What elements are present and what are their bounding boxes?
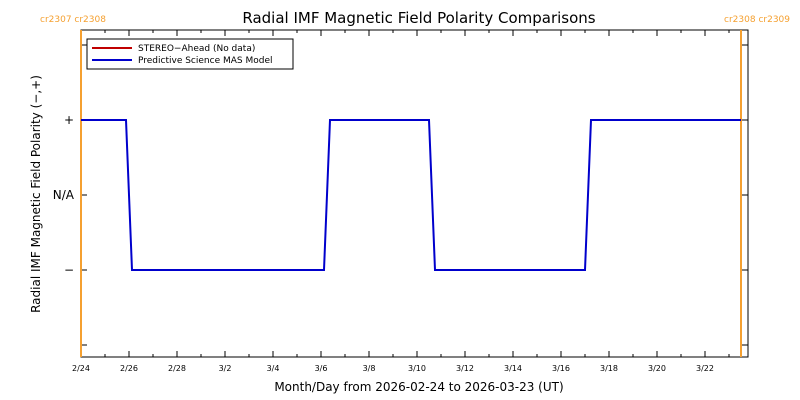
x-tick-label: 3/18 xyxy=(600,364,618,373)
carrington-markers: cr2307 cr2308 cr2308 cr2309 xyxy=(40,15,790,357)
x-tick-label: 3/22 xyxy=(696,364,714,373)
carrington-marker-label: cr2307 cr2308 xyxy=(40,15,106,25)
x-tick-label: 3/8 xyxy=(363,364,376,373)
x-tick-label: 2/26 xyxy=(120,364,138,373)
legend-box xyxy=(86,38,294,70)
x-axis-label: Month/Day from 2026-02-24 to 2026-03-23 … xyxy=(274,380,563,394)
legend: STEREO−Ahead (No data) Predictive Scienc… xyxy=(86,38,294,70)
series-lines xyxy=(81,119,741,271)
x-tick-label: 3/16 xyxy=(552,364,570,373)
y-tick-label: − xyxy=(64,263,74,277)
y-axis-label-group: Radial IMF Magnetic Field Polarity (−,+) xyxy=(29,75,43,313)
y-ticks: + N/A − xyxy=(53,44,748,346)
legend-label-stereo: STEREO−Ahead (No data) xyxy=(138,44,255,54)
x-tick-label: 3/10 xyxy=(408,364,426,373)
plot-area xyxy=(80,29,749,358)
y-tick-label: + xyxy=(64,113,74,127)
legend-label-mas-model: Predictive Science MAS Model xyxy=(138,56,273,66)
x-ticks: 2/24 2/26 2/28 3/2 3/4 3/6 3/8 3/10 3/12 3/14 3/16… xyxy=(72,30,730,373)
x-tick-label: 3/14 xyxy=(504,364,522,373)
y-axis-label: Radial IMF Magnetic Field Polarity (−,+) xyxy=(29,75,43,313)
series-line-mas-model xyxy=(81,119,741,271)
carrington-marker-label: cr2308 cr2309 xyxy=(724,15,790,25)
x-tick-label: 3/12 xyxy=(456,364,474,373)
x-tick-label: 3/20 xyxy=(648,364,666,373)
x-tick-label: 3/4 xyxy=(267,364,280,373)
x-tick-label: 3/2 xyxy=(219,364,232,373)
y-tick-label: N/A xyxy=(53,188,75,202)
chart-title: Radial IMF Magnetic Field Polarity Compa… xyxy=(242,9,595,27)
x-tick-label: 2/28 xyxy=(168,364,186,373)
x-tick-label: 2/24 xyxy=(72,364,90,373)
x-tick-label: 3/6 xyxy=(315,364,328,373)
